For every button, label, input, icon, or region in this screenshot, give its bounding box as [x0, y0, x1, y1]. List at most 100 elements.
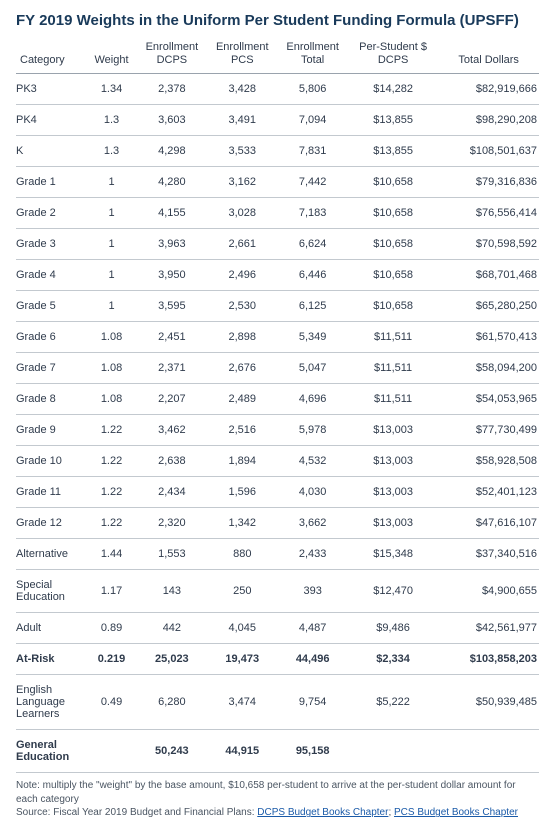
col-weight: Weight: [86, 35, 136, 74]
cell-category: At-Risk: [16, 644, 86, 675]
cell-category: Grade 1: [16, 167, 86, 198]
cell-total-dollars: $58,094,200: [438, 353, 539, 384]
cell-weight: 0.219: [86, 644, 136, 675]
cell-total-dollars: $50,939,485: [438, 675, 539, 730]
cell-dcps: 3,462: [137, 415, 207, 446]
col-category: Category: [16, 35, 86, 74]
cell-per-student: $15,348: [348, 539, 439, 570]
cell-weight: 1.08: [86, 353, 136, 384]
cell-dcps: 6,280: [137, 675, 207, 730]
cell-total: 5,806: [277, 74, 347, 105]
cell-weight: 0.49: [86, 675, 136, 730]
cell-total-dollars: $82,919,666: [438, 74, 539, 105]
cell-pcs: 3,491: [207, 105, 277, 136]
cell-dcps: 2,207: [137, 384, 207, 415]
footnotes: Note: multiply the "weight" by the base …: [16, 779, 539, 820]
col-enrollment-total: Enrollment Total: [277, 35, 347, 74]
cell-pcs: 44,915: [207, 730, 277, 773]
cell-total: 4,696: [277, 384, 347, 415]
table-row: Alternative1.441,5538802,433$15,348$37,3…: [16, 539, 539, 570]
page-title: FY 2019 Weights in the Uniform Per Stude…: [16, 12, 539, 29]
cell-per-student: $13,855: [348, 136, 439, 167]
cell-dcps: 2,371: [137, 353, 207, 384]
cell-pcs: 3,533: [207, 136, 277, 167]
table-row: Grade 101.222,6381,8944,532$13,003$58,92…: [16, 446, 539, 477]
cell-dcps: 1,553: [137, 539, 207, 570]
cell-total: 393: [277, 570, 347, 613]
table-row: Grade 111.222,4341,5964,030$13,003$52,40…: [16, 477, 539, 508]
cell-per-student: $11,511: [348, 353, 439, 384]
cell-total-dollars: $58,928,508: [438, 446, 539, 477]
table-row: Grade 121.222,3201,3423,662$13,003$47,61…: [16, 508, 539, 539]
cell-total: 4,532: [277, 446, 347, 477]
cell-total: 44,496: [277, 644, 347, 675]
cell-category: Grade 9: [16, 415, 86, 446]
col-total-dollars: Total Dollars: [438, 35, 539, 74]
cell-dcps: 2,638: [137, 446, 207, 477]
cell-total: 5,047: [277, 353, 347, 384]
cell-pcs: 19,473: [207, 644, 277, 675]
cell-total-dollars: $37,340,516: [438, 539, 539, 570]
cell-per-student: $13,003: [348, 508, 439, 539]
cell-total: 3,662: [277, 508, 347, 539]
table-row: Grade 71.082,3712,6765,047$11,511$58,094…: [16, 353, 539, 384]
cell-total-dollars: $61,570,413: [438, 322, 539, 353]
cell-category: Grade 3: [16, 229, 86, 260]
cell-total: 95,158: [277, 730, 347, 773]
cell-dcps: 3,603: [137, 105, 207, 136]
table-row: Grade 313,9632,6616,624$10,658$70,598,59…: [16, 229, 539, 260]
cell-total-dollars: $108,501,637: [438, 136, 539, 167]
cell-pcs: 2,496: [207, 260, 277, 291]
table-row: Grade 513,5952,5306,125$10,658$65,280,25…: [16, 291, 539, 322]
col-enrollment-dcps: Enrollment DCPS: [137, 35, 207, 74]
cell-total: 5,978: [277, 415, 347, 446]
cell-per-student: $13,855: [348, 105, 439, 136]
table-row: Grade 91.223,4622,5165,978$13,003$77,730…: [16, 415, 539, 446]
cell-dcps: 2,320: [137, 508, 207, 539]
cell-total-dollars: [438, 730, 539, 773]
table-row: General Education50,24344,91595,158: [16, 730, 539, 773]
cell-total-dollars: $79,316,836: [438, 167, 539, 198]
cell-pcs: 2,516: [207, 415, 277, 446]
cell-pcs: 2,489: [207, 384, 277, 415]
cell-per-student: $5,222: [348, 675, 439, 730]
cell-total-dollars: $42,561,977: [438, 613, 539, 644]
table-row: Grade 114,2803,1627,442$10,658$79,316,83…: [16, 167, 539, 198]
cell-total: 6,446: [277, 260, 347, 291]
cell-dcps: 4,155: [137, 198, 207, 229]
cell-weight: [86, 730, 136, 773]
table-row: PK41.33,6033,4917,094$13,855$98,290,208: [16, 105, 539, 136]
cell-total-dollars: $103,858,203: [438, 644, 539, 675]
footnote-source: Source: Fiscal Year 2019 Budget and Fina…: [16, 806, 539, 820]
cell-per-student: $2,334: [348, 644, 439, 675]
cell-weight: 1: [86, 167, 136, 198]
link-pcs-budget[interactable]: PCS Budget Books Chapter: [394, 807, 518, 818]
cell-weight: 1.22: [86, 477, 136, 508]
link-dcps-budget[interactable]: DCPS Budget Books Chapter: [257, 807, 388, 818]
cell-total-dollars: $65,280,250: [438, 291, 539, 322]
cell-total-dollars: $70,598,592: [438, 229, 539, 260]
cell-category: English Language Learners: [16, 675, 86, 730]
cell-per-student: $10,658: [348, 229, 439, 260]
cell-total: 4,487: [277, 613, 347, 644]
footnote-source-prefix: Source: Fiscal Year 2019 Budget and Fina…: [16, 807, 257, 818]
cell-weight: 1.3: [86, 136, 136, 167]
cell-total-dollars: $4,900,655: [438, 570, 539, 613]
cell-total: 6,125: [277, 291, 347, 322]
table-row: English Language Learners0.496,2803,4749…: [16, 675, 539, 730]
cell-per-student: $9,486: [348, 613, 439, 644]
funding-table: Category Weight Enrollment DCPS Enrollme…: [16, 35, 539, 773]
cell-dcps: 2,434: [137, 477, 207, 508]
cell-per-student: $10,658: [348, 198, 439, 229]
cell-total: 7,183: [277, 198, 347, 229]
cell-dcps: 3,595: [137, 291, 207, 322]
cell-per-student: $10,658: [348, 167, 439, 198]
cell-pcs: 880: [207, 539, 277, 570]
cell-weight: 1.3: [86, 105, 136, 136]
cell-pcs: 3,428: [207, 74, 277, 105]
cell-pcs: 1,342: [207, 508, 277, 539]
table-row: At-Risk0.21925,02319,47344,496$2,334$103…: [16, 644, 539, 675]
cell-pcs: 2,530: [207, 291, 277, 322]
cell-dcps: 3,963: [137, 229, 207, 260]
cell-total: 2,433: [277, 539, 347, 570]
